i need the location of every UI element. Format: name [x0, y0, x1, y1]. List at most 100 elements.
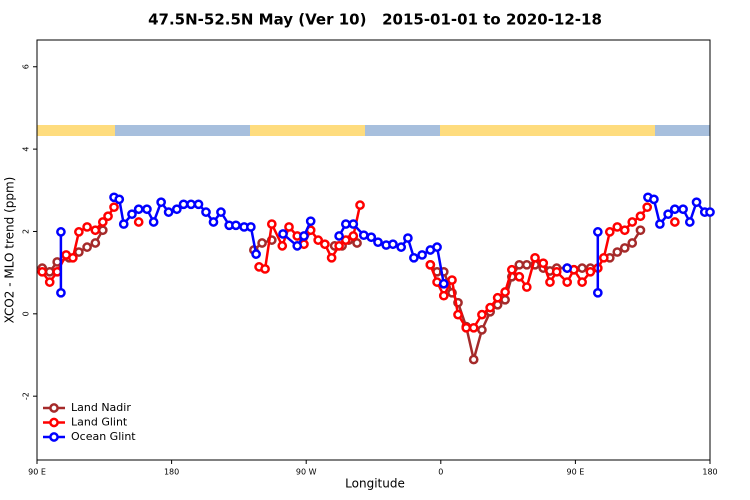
data-point [90, 225, 101, 236]
legend-marker [49, 403, 59, 413]
data-point [425, 259, 436, 270]
data-point [619, 243, 630, 253]
data-point [231, 220, 241, 231]
data-point [193, 199, 204, 210]
data-point [277, 241, 288, 251]
data-point [678, 204, 688, 215]
data-point [432, 242, 442, 252]
data-point [208, 217, 219, 227]
data-point [103, 211, 113, 222]
data-point [438, 290, 449, 301]
data-point [320, 239, 330, 250]
data-point [37, 266, 48, 277]
data-point [627, 217, 638, 227]
data-point [44, 277, 55, 287]
data-point [348, 219, 359, 229]
ocean-band [655, 125, 710, 136]
data-point [477, 325, 487, 335]
data-point [396, 242, 407, 252]
data-point [619, 225, 630, 236]
data-point [592, 227, 603, 237]
data-point [109, 202, 119, 213]
data-point [506, 264, 517, 275]
data-point [348, 231, 359, 241]
y-tick-label: 6 [22, 64, 31, 69]
data-point [612, 247, 623, 257]
data-point [655, 219, 665, 229]
ocean-band [365, 125, 440, 136]
data-point [468, 322, 479, 333]
legend-label: Land Glint [71, 416, 128, 429]
data-point [562, 277, 573, 287]
data-point [148, 217, 159, 227]
data-point [612, 222, 623, 232]
land-band [37, 125, 115, 136]
x-tick-label: 180 [164, 468, 179, 477]
data-point [97, 225, 108, 236]
data-point [592, 287, 603, 298]
data-point [691, 197, 702, 208]
chart-title: 47.5N-52.5N May (Ver 10) 2015-01-01 to 2… [148, 11, 602, 29]
data-point [326, 252, 337, 263]
plot-frame [36, 39, 711, 461]
x-axis-label: Longitude [345, 477, 405, 491]
ocean-band [115, 125, 250, 136]
data-point [82, 222, 92, 232]
data-point [305, 216, 316, 227]
data-point [530, 252, 540, 263]
data-point [142, 204, 152, 215]
data-point [663, 209, 673, 220]
data-point [127, 209, 137, 220]
data-point [551, 266, 562, 277]
legend-marker [49, 417, 59, 428]
legend-label: Ocean Glint [71, 430, 136, 443]
data-point [56, 287, 66, 298]
data-point [521, 259, 532, 270]
data-point [438, 278, 449, 289]
data-point [635, 225, 646, 236]
data-point [642, 202, 653, 213]
data-point [133, 204, 144, 215]
x-tick-label: 0 [438, 468, 443, 477]
data-point [366, 232, 377, 243]
data-point [604, 227, 615, 237]
data-point [133, 217, 144, 227]
x-tick-label: 180 [702, 468, 717, 477]
data-point [670, 217, 680, 227]
data-point [284, 222, 294, 232]
data-point [246, 222, 256, 232]
data-point [358, 230, 369, 241]
data-point [453, 309, 463, 320]
data-point [292, 241, 303, 251]
data-point [403, 233, 413, 243]
data-point [577, 263, 587, 273]
data-point [216, 207, 226, 217]
data-point [514, 259, 525, 270]
data-point [627, 238, 638, 248]
legend-label: Land Nadir [71, 401, 131, 414]
data-point [44, 266, 55, 277]
data-point [90, 238, 101, 248]
y-axis-label: XCO2 - MLO trend (ppm) [3, 177, 17, 324]
y-tick-label: 0 [22, 311, 31, 316]
data-point [447, 287, 457, 298]
data-point [156, 197, 166, 208]
data-point [313, 235, 324, 245]
data-point [266, 219, 277, 229]
legend-marker [49, 432, 59, 442]
data-point [352, 238, 362, 248]
data-point [705, 207, 715, 217]
data-point [562, 263, 573, 273]
data-point [649, 194, 659, 205]
x-tick-label: 90 E [28, 468, 46, 477]
data-point [186, 199, 196, 210]
data-point [514, 271, 525, 282]
data-point [355, 200, 365, 210]
data-point [171, 204, 182, 215]
data-point [340, 235, 351, 245]
data-point [461, 322, 472, 333]
data-point [114, 194, 125, 205]
x-tick-label: 90 W [296, 468, 317, 477]
data-point [500, 287, 510, 297]
